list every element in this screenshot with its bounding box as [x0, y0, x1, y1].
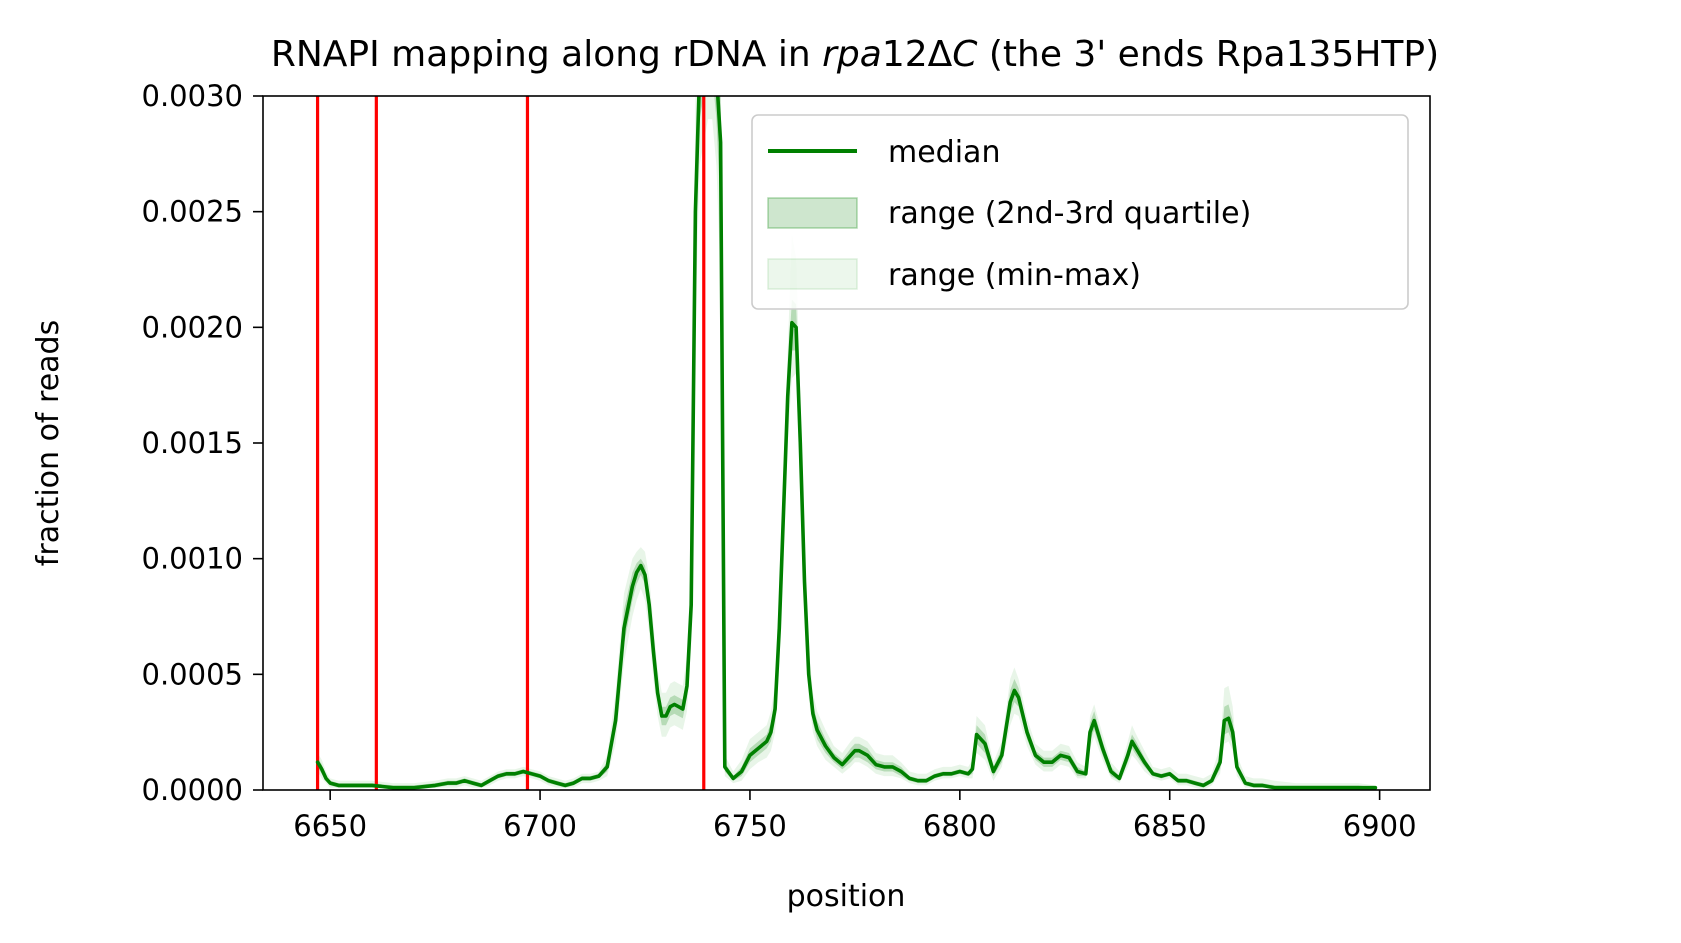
legend-box: [751, 114, 1409, 310]
legend: median range (2nd-3rd quartile) range (m…: [751, 114, 1409, 310]
y-axis-label: fraction of reads: [31, 320, 66, 566]
x-tick-label: 6700: [503, 809, 577, 843]
x-axis-ticks: 6650 6700 6750 6800 6850 6900: [293, 790, 1417, 843]
y-axis-ticks: 0.0000 0.0005 0.0010 0.0015 0.0020 0.0025 0.00…: [142, 79, 263, 807]
series-lines: [315, 96, 1378, 790]
x-tick-label: 6900: [1343, 809, 1417, 843]
legend-quartile-swatch: [767, 197, 858, 229]
x-tick-label: 6750: [713, 809, 787, 843]
x-tick-label: 6800: [923, 809, 997, 843]
y-tick-label: 0.0030: [142, 79, 243, 113]
x-tick-label: 6650: [293, 809, 367, 843]
x-axis-label: position: [787, 879, 906, 914]
legend-minmax-label: range (min-max): [888, 258, 1141, 293]
median-line: [315, 96, 1378, 790]
legend-minmax-swatch: [767, 258, 858, 290]
chart-title: RNAPI mapping along rDNA in rpa12ΔC (the…: [271, 34, 1439, 75]
y-tick-label: 0.0015: [142, 426, 243, 460]
y-tick-label: 0.0020: [142, 310, 243, 344]
y-tick-label: 0.0000: [142, 773, 243, 807]
marker-lines: [315, 96, 706, 790]
y-tick-label: 0.0005: [142, 657, 243, 691]
plot-area: [315, 96, 1378, 790]
y-tick-label: 0.0025: [142, 195, 243, 229]
x-tick-label: 6850: [1133, 809, 1207, 843]
legend-median-label: median: [888, 135, 1000, 170]
legend-quartile-label: range (2nd-3rd quartile): [888, 196, 1251, 231]
y-tick-label: 0.0010: [142, 542, 243, 576]
